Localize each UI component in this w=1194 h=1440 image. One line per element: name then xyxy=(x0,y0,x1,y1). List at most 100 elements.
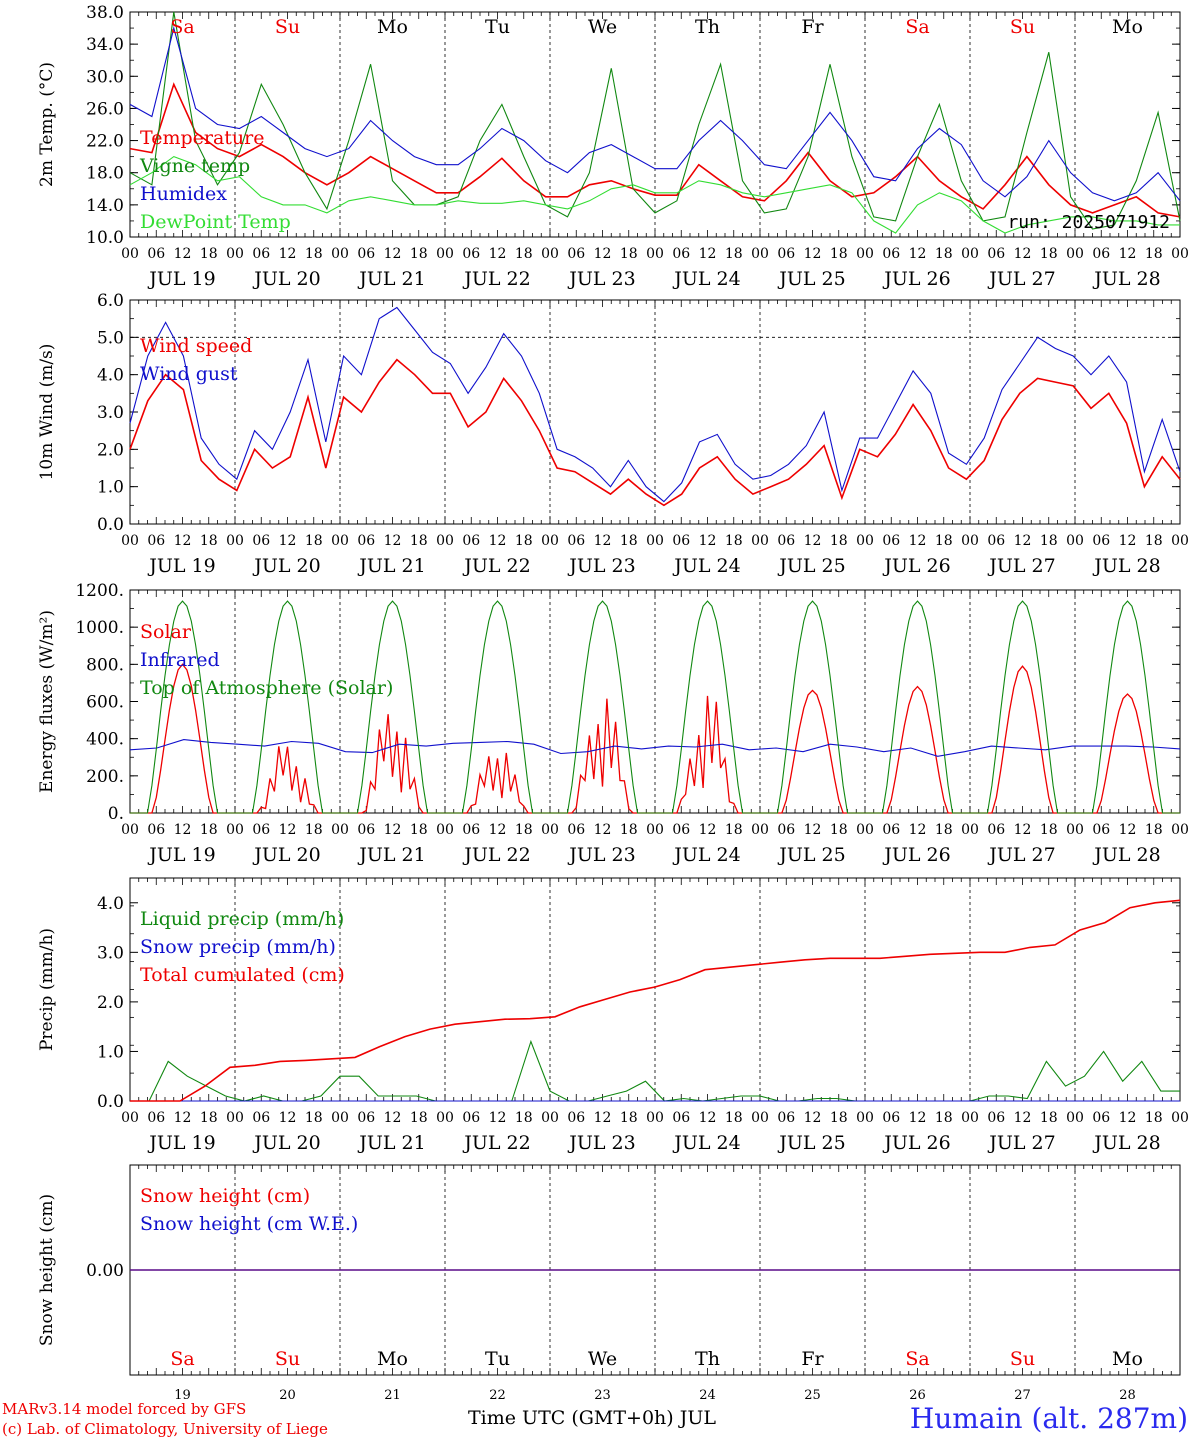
hour-tick-label: 18 xyxy=(515,822,533,838)
date-label: JUL 26 xyxy=(882,844,950,866)
date-label: JUL 27 xyxy=(987,844,1055,866)
hour-tick-label: 00 xyxy=(961,822,979,838)
date-label: JUL 25 xyxy=(777,555,845,577)
day-number-label: 27 xyxy=(1014,1388,1031,1403)
y-tick-label: 4.0 xyxy=(97,366,124,386)
day-number-label: 25 xyxy=(804,1388,821,1403)
day-number-label: 26 xyxy=(909,1388,926,1403)
hour-tick-label: 06 xyxy=(567,1110,585,1126)
hour-tick-label: 18 xyxy=(620,822,638,838)
date-label: JUL 20 xyxy=(252,268,320,290)
date-label: JUL 25 xyxy=(777,268,845,290)
hour-tick-label: 00 xyxy=(121,533,139,549)
hour-tick-label: 06 xyxy=(357,1110,375,1126)
hour-tick-label: 00 xyxy=(331,246,349,262)
hour-tick-label: 06 xyxy=(252,533,270,549)
panel-1: 10.0 14.0 18.0 22.0 26.0 30.0 34.0 38.0 2m Temp.… xyxy=(37,3,1189,290)
hour-tick-label: 00 xyxy=(751,822,769,838)
y-axis-label: Precip (mm/h) xyxy=(37,928,57,1051)
date-label: JUL 24 xyxy=(672,555,740,577)
hour-tick-label: 06 xyxy=(462,246,480,262)
legend-entry: Wind speed xyxy=(140,335,252,357)
y-tick-label: 5.0 xyxy=(97,328,124,348)
hour-tick-label: 06 xyxy=(987,822,1005,838)
date-label: JUL 28 xyxy=(1092,555,1160,577)
hour-tick-label: 12 xyxy=(489,246,507,262)
date-label: JUL 27 xyxy=(987,1132,1055,1154)
weekday-label: Fr xyxy=(801,16,824,38)
weekday-label: Sa xyxy=(905,16,929,38)
hour-tick-label: 18 xyxy=(935,246,953,262)
y-tick-label: 0.00 xyxy=(86,1261,124,1281)
hour-tick-label: 06 xyxy=(777,1110,795,1126)
hour-tick-label: 06 xyxy=(357,822,375,838)
hour-tick-label: 06 xyxy=(1092,822,1110,838)
day-number-label: 20 xyxy=(279,1388,296,1403)
hour-tick-label: 18 xyxy=(305,822,323,838)
hour-tick-label: 06 xyxy=(147,822,165,838)
day-number-label: 22 xyxy=(489,1388,506,1403)
y-tick-label: 14.0 xyxy=(86,196,124,216)
legend-entry: Liquid precip (mm/h) xyxy=(140,908,344,930)
hour-tick-label: 12 xyxy=(1014,822,1032,838)
hour-tick-label: 12 xyxy=(804,1110,822,1126)
hour-tick-label: 00 xyxy=(436,822,454,838)
hour-tick-label: 00 xyxy=(856,1110,874,1126)
hour-tick-label: 00 xyxy=(1066,1110,1084,1126)
y-tick-label: 22.0 xyxy=(86,132,124,152)
hour-tick-label: 00 xyxy=(541,822,559,838)
weekday-label: Mo xyxy=(1112,16,1143,38)
weekday-label: Mo xyxy=(377,1348,408,1370)
hour-tick-label: 12 xyxy=(594,822,612,838)
hour-tick-label: 06 xyxy=(357,533,375,549)
hour-tick-label: 06 xyxy=(672,533,690,549)
date-label: JUL 23 xyxy=(567,1132,635,1154)
y-tick-label: 18.0 xyxy=(86,164,124,184)
date-label: JUL 19 xyxy=(147,1132,215,1154)
hour-tick-label: 12 xyxy=(489,822,507,838)
hour-tick-label: 00 xyxy=(121,822,139,838)
hour-tick-label: 06 xyxy=(252,1110,270,1126)
hour-tick-label: 06 xyxy=(987,246,1005,262)
hour-tick-label: 00 xyxy=(331,1110,349,1126)
date-label: JUL 24 xyxy=(672,1132,740,1154)
hour-tick-label: 06 xyxy=(147,533,165,549)
hour-tick-label: 12 xyxy=(1119,1110,1137,1126)
hour-tick-label: 06 xyxy=(567,822,585,838)
hour-tick-label: 06 xyxy=(462,822,480,838)
date-label: JUL 23 xyxy=(567,844,635,866)
legend-entry: Top of Atmosphere (Solar) xyxy=(140,677,393,699)
y-tick-label: 200. xyxy=(86,767,124,787)
hour-tick-label: 00 xyxy=(1066,246,1084,262)
date-label: JUL 22 xyxy=(462,555,530,577)
hour-tick-label: 12 xyxy=(279,1110,297,1126)
y-tick-label: 1.0 xyxy=(97,1042,124,1062)
hour-tick-label: 18 xyxy=(410,533,428,549)
legend-entry: Humidex xyxy=(140,183,227,205)
y-tick-label: 4.0 xyxy=(97,894,124,914)
hour-tick-label: 12 xyxy=(384,246,402,262)
series-dewpoint-temp xyxy=(129,155,1180,234)
hour-tick-label: 12 xyxy=(909,1110,927,1126)
hour-tick-label: 12 xyxy=(279,533,297,549)
hour-tick-label: 06 xyxy=(462,533,480,549)
hour-tick-label: 00 xyxy=(1171,822,1189,838)
hour-tick-label: 18 xyxy=(935,1110,953,1126)
date-label: JUL 28 xyxy=(1092,1132,1160,1154)
hour-tick-label: 00 xyxy=(1171,246,1189,262)
hour-tick-label: 00 xyxy=(226,822,244,838)
legend-entry: Vigne temp xyxy=(139,155,250,177)
date-label: JUL 19 xyxy=(147,555,215,577)
hour-tick-label: 18 xyxy=(830,1110,848,1126)
hour-tick-label: 00 xyxy=(331,533,349,549)
hour-tick-label: 06 xyxy=(147,1110,165,1126)
hour-tick-label: 00 xyxy=(646,533,664,549)
hour-tick-label: 18 xyxy=(1145,1110,1163,1126)
series-total-cumulated-cm xyxy=(130,899,1181,1102)
series-humidex xyxy=(129,25,1181,202)
hour-tick-label: 06 xyxy=(357,246,375,262)
y-tick-label: 1.0 xyxy=(97,478,124,498)
hour-tick-label: 18 xyxy=(1040,246,1058,262)
legend-entry: Solar xyxy=(140,621,192,643)
hour-tick-label: 18 xyxy=(1040,533,1058,549)
